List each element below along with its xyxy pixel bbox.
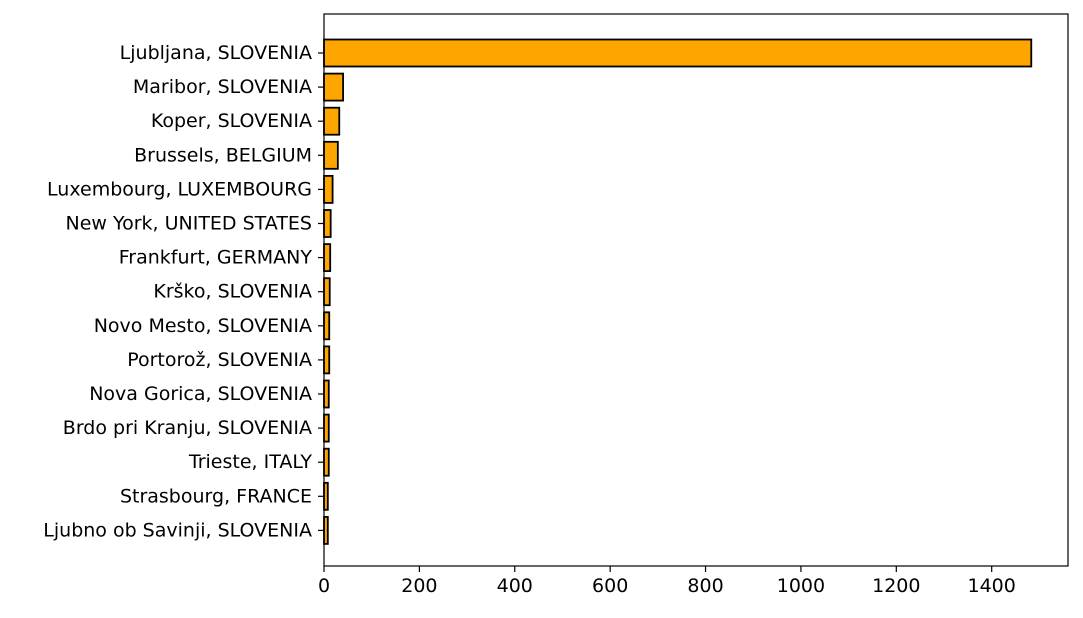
- y-tick-label: New York, UNITED STATES: [66, 213, 312, 235]
- y-tick-label: Strasbourg, FRANCE: [120, 485, 312, 507]
- bar: [323, 311, 331, 341]
- x-tick-label: 400: [497, 575, 533, 597]
- y-tick-label: Trieste, ITALY: [188, 451, 313, 473]
- x-tick-label: 200: [401, 575, 437, 597]
- x-tick-label: 800: [687, 575, 723, 597]
- bar: [323, 209, 332, 238]
- y-tick-label: Maribor, SLOVENIA: [133, 76, 312, 98]
- bar: [323, 413, 330, 443]
- y-tick-label: Brdo pri Kranju, SLOVENIA: [63, 417, 312, 439]
- bar: [323, 277, 331, 307]
- x-tick-label: 1400: [968, 575, 1016, 597]
- bar: [323, 106, 341, 136]
- bar: [323, 174, 334, 204]
- y-tick-label: Ljubljana, SLOVENIA: [120, 42, 312, 64]
- y-tick-label: Nova Gorica, SLOVENIA: [89, 383, 312, 405]
- x-tick-label: 600: [592, 575, 628, 597]
- y-tick-label: Frankfurt, GERMANY: [119, 247, 313, 269]
- axes-layer: Ljubljana, SLOVENIA Maribor, SLOVENIA Kope…: [43, 13, 1069, 597]
- bar: [323, 38, 1033, 68]
- bars-layer: [323, 38, 1033, 545]
- bar: [323, 447, 330, 477]
- y-tick-label: Krško, SLOVENIA: [153, 281, 312, 303]
- y-tick-label: Koper, SLOVENIA: [151, 110, 312, 132]
- bar: [323, 379, 330, 409]
- bar: [323, 72, 344, 102]
- bar: [323, 140, 339, 170]
- x-tick-label: 1200: [872, 575, 920, 597]
- y-tick-label: Brussels, BELGIUM: [134, 144, 312, 166]
- y-tick-label: Portorož, SLOVENIA: [127, 349, 312, 371]
- y-tick-label: Ljubno ob Savinji, SLOVENIA: [43, 519, 312, 541]
- x-tick-label: 1000: [777, 575, 825, 597]
- plot-frame: [323, 13, 1069, 567]
- y-tick-label: Luxembourg, LUXEMBOURG: [47, 178, 312, 200]
- bar: [323, 243, 332, 273]
- bar: [323, 345, 331, 375]
- y-tick-label: Novo Mesto, SLOVENIA: [94, 315, 312, 337]
- x-tick-label: 0: [318, 575, 330, 597]
